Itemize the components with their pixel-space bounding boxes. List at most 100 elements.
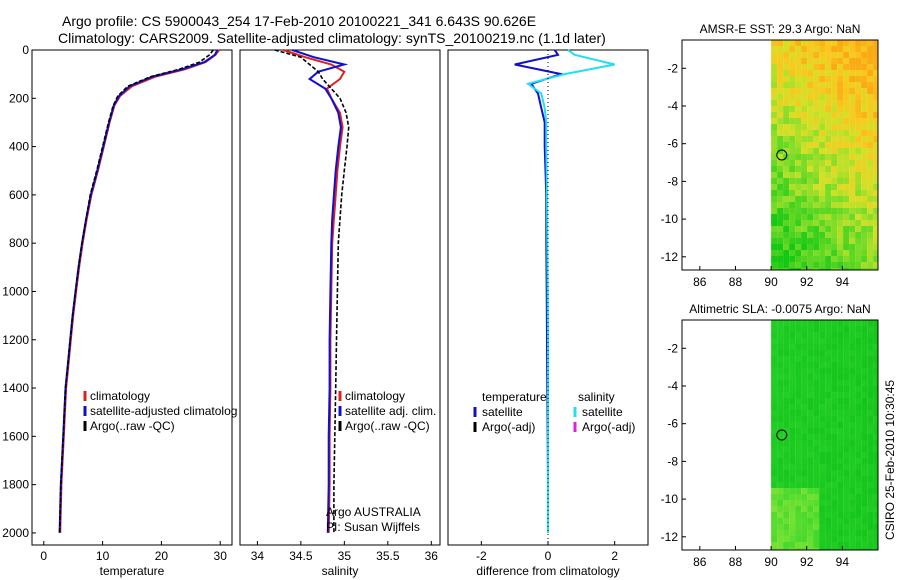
sst_map-cell	[807, 160, 814, 166]
sla_map-cell	[855, 368, 862, 374]
sst_map-argo-marker	[776, 149, 788, 161]
sst_map-cell	[795, 70, 802, 76]
sla_map-cell	[855, 374, 862, 380]
sst_map-cell	[843, 262, 850, 268]
sst_map-cell	[849, 202, 856, 208]
sst_map-cell	[861, 106, 868, 112]
sst_map-cell	[807, 190, 814, 196]
sla_map-cell	[771, 404, 778, 410]
sla_map-cell	[801, 350, 808, 356]
sst_map-cell	[849, 46, 856, 52]
sla_map-cell	[825, 428, 832, 434]
sla_map-cell	[837, 470, 844, 476]
sla_map-cell	[873, 446, 878, 452]
sla_map-cell	[825, 506, 832, 512]
sla_map-cell	[837, 404, 844, 410]
sst_map-cell	[813, 142, 820, 148]
sla_map-cell	[861, 458, 868, 464]
sst_map-cell	[873, 76, 878, 82]
sst_map-cell	[873, 268, 878, 270]
sla_map-cell	[783, 320, 790, 326]
sst_map-cell	[837, 142, 844, 148]
sst_map-cell	[825, 40, 832, 46]
sst_map-cell	[795, 256, 802, 262]
salinity-xtick-label: 34	[251, 549, 265, 563]
sla_map-cell	[831, 536, 838, 542]
sst_map-cell	[819, 196, 826, 202]
sst_map-cell	[855, 142, 862, 148]
sla_map-cell	[813, 392, 820, 398]
sla_map-cell	[855, 476, 862, 482]
sst_map-cell	[801, 268, 808, 270]
sst_map-cell	[801, 154, 808, 160]
sst_map-cell	[855, 250, 862, 256]
sla_map-cell	[867, 320, 874, 326]
sst_map-cell	[819, 136, 826, 142]
sla_map-cell	[777, 380, 784, 386]
sst_map-cell	[795, 238, 802, 244]
sla_map-cell	[873, 416, 878, 422]
sla_map-cell	[843, 422, 850, 428]
sst_map-cell	[849, 178, 856, 184]
sla_map-cell	[831, 494, 838, 500]
sla_map-cell	[843, 350, 850, 356]
sst_map-cell	[807, 76, 814, 82]
sst_map-cell	[813, 76, 820, 82]
sst_map-cell	[813, 190, 820, 196]
sla_map-cell	[807, 518, 814, 524]
sla_map-cell	[777, 506, 784, 512]
sla_map-cell	[819, 362, 826, 368]
sst_map-cell	[873, 52, 878, 58]
sst_map-title: AMSR-E SST: 29.3 Argo: NaN	[700, 22, 861, 36]
sla_map-cell	[843, 500, 850, 506]
sst_map-cell	[801, 82, 808, 88]
sla_map-cell	[801, 524, 808, 530]
sst_map-cell	[867, 64, 874, 70]
sla_map-cell	[825, 536, 832, 542]
sst_map-cell	[783, 220, 790, 226]
sla_map-cell	[801, 422, 808, 428]
sla_map-cell	[825, 380, 832, 386]
sst_map-cell	[777, 46, 784, 52]
sst_map-cell	[813, 268, 820, 270]
sla_map-cell	[801, 332, 808, 338]
sla_map-cell	[861, 362, 868, 368]
sst_map-cell	[873, 130, 878, 136]
sla_map-cell	[813, 440, 820, 446]
sst_map-cell	[819, 208, 826, 214]
temperature-ytick-label: 1400	[2, 381, 29, 395]
sst_map-panel: AMSR-E SST: 29.3 Argo: NaN 86 88 90 92 94 -2 -4…	[661, 22, 879, 289]
sla_map-cell	[831, 350, 838, 356]
sla_map-cell	[849, 518, 856, 524]
sst_map-cell	[783, 40, 790, 46]
sst_map-cell	[777, 208, 784, 214]
sst_map-cell	[789, 130, 796, 136]
sla_map-cell	[771, 530, 778, 536]
sst_map-cell	[783, 100, 790, 106]
sst_map-cell	[807, 106, 814, 112]
sst_map-cell	[837, 52, 844, 58]
sla_map-cell	[819, 338, 826, 344]
sla_map-cell	[795, 494, 802, 500]
sst_map-cell	[843, 58, 850, 64]
sla_map-cell	[873, 542, 878, 548]
sst_map-cell	[861, 94, 868, 100]
sla_map-cell	[831, 368, 838, 374]
sla_map-cell	[837, 374, 844, 380]
sla_map-cell	[843, 512, 850, 518]
sst_map-cell	[849, 88, 856, 94]
sla_map-cell	[825, 368, 832, 374]
sst_map-cell	[849, 82, 856, 88]
sla_map-cell	[813, 380, 820, 386]
sla_map-cell	[807, 422, 814, 428]
sla_map-cell	[831, 422, 838, 428]
sla_map-cell	[819, 344, 826, 350]
sla_map-cell	[795, 488, 802, 494]
sla_map-cell	[843, 320, 850, 326]
sst_map-cell	[783, 232, 790, 238]
sst_map-cell	[831, 256, 838, 262]
salinity-xlabel: salinity	[322, 564, 359, 578]
sst_map-xtick-label: 94	[836, 275, 850, 289]
sla_map-cell	[813, 518, 820, 524]
sla_map-cell	[855, 470, 862, 476]
